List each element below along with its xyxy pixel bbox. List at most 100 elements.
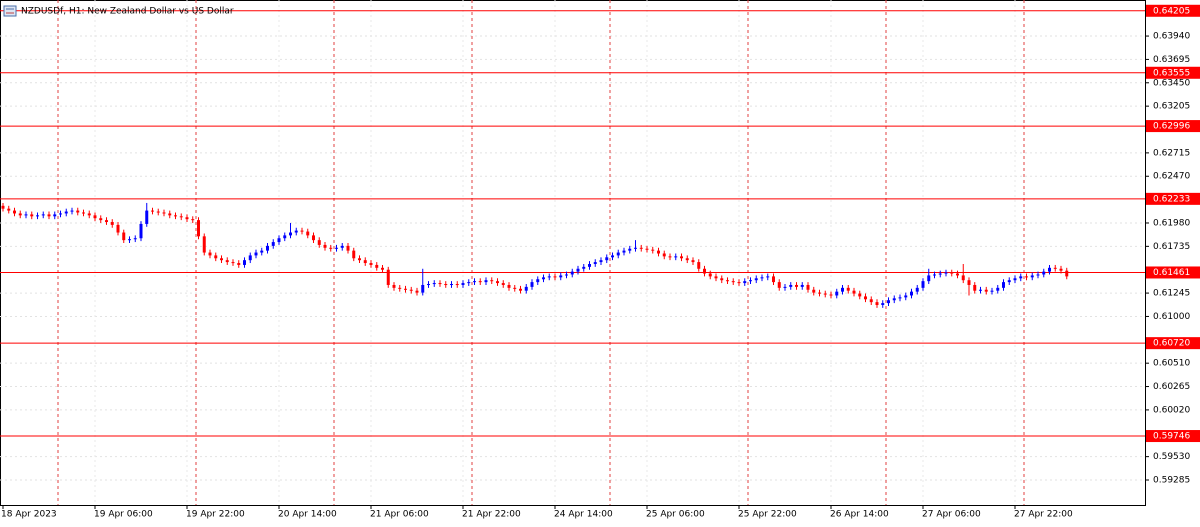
candle-body: [904, 295, 908, 298]
candle-body: [409, 289, 413, 291]
candle-body: [70, 210, 74, 212]
candle-body: [841, 287, 844, 292]
candle-body: [398, 287, 402, 289]
candle-body: [375, 264, 379, 268]
level-label: 0.62233: [1153, 194, 1190, 204]
candle-body: [156, 211, 160, 213]
candle-body: [128, 239, 131, 241]
candle-body: [82, 212, 85, 214]
candle-body: [369, 263, 373, 265]
candle-body: [697, 262, 701, 269]
y-tick-label: 0.62470: [1153, 172, 1190, 182]
candle-body: [231, 262, 235, 264]
candle-body: [392, 284, 396, 288]
candle-body: [961, 275, 965, 281]
candle-body: [30, 214, 34, 217]
candle-body: [795, 284, 798, 287]
candle-body: [674, 256, 678, 258]
candle-body: [484, 280, 488, 283]
candle-body: [944, 272, 948, 274]
candle-body: [950, 272, 954, 274]
candle-body: [116, 224, 120, 233]
candle-body: [956, 273, 959, 276]
x-tick-label: 18 Apr 2023: [1, 510, 57, 520]
candle-body: [254, 252, 258, 256]
level-label-box: [1146, 66, 1200, 79]
candle-body: [691, 260, 695, 263]
candle-body: [179, 216, 183, 218]
candle-body: [277, 238, 281, 243]
x-tick-label: 26 Apr 14:00: [830, 510, 889, 520]
candle-body: [191, 219, 195, 221]
candle-body: [133, 238, 137, 240]
candle-body: [363, 260, 367, 264]
candle-body: [197, 220, 200, 237]
candle-body: [927, 275, 931, 282]
candle-body: [24, 214, 28, 216]
candle-body: [933, 274, 936, 276]
candle-body: [864, 296, 867, 300]
candle-body: [99, 218, 103, 221]
candle-body: [105, 220, 108, 223]
candle-body: [938, 273, 942, 275]
candle-body: [1, 205, 5, 209]
y-tick-label: 0.60510: [1153, 359, 1190, 369]
candle-body: [145, 210, 149, 224]
x-tick-label: 21 Apr 22:00: [462, 510, 521, 520]
candle-body: [852, 290, 856, 294]
candle-body: [490, 280, 494, 282]
candle-body: [358, 258, 361, 261]
candle-body: [53, 214, 57, 217]
candle-body: [875, 302, 879, 306]
candle-body: [496, 281, 499, 284]
candle-body: [898, 297, 902, 299]
y-tick-label: 0.60020: [1153, 405, 1190, 415]
candle-body: [1007, 280, 1011, 283]
candle-body: [892, 298, 896, 301]
level-label: 0.61461: [1153, 268, 1190, 278]
candle-body: [973, 284, 977, 291]
candle-body: [76, 210, 80, 213]
x-tick-label: 25 Apr 22:00: [738, 510, 797, 520]
candle-body: [404, 288, 407, 290]
candle-body: [777, 282, 781, 288]
candle-body: [1013, 278, 1017, 281]
candle-body: [524, 286, 528, 291]
candle-body: [639, 247, 643, 249]
candle-body: [421, 284, 425, 293]
candle-body: [1048, 267, 1051, 272]
candle-body: [306, 231, 310, 236]
candle-body: [381, 267, 384, 270]
candle-body: [588, 263, 591, 267]
candle-body: [737, 282, 741, 284]
candle-body: [829, 294, 833, 296]
x-tick-label: 19 Apr 22:00: [186, 510, 245, 520]
x-tick-label: 27 Apr 06:00: [922, 510, 981, 520]
level-label-box: [1146, 120, 1200, 133]
candles: [1, 202, 1069, 308]
level-label: 0.63555: [1153, 68, 1190, 78]
candle-body: [87, 213, 91, 216]
y-tick-label: 0.59530: [1153, 452, 1190, 462]
candle-body: [628, 248, 632, 251]
candle-body: [1002, 282, 1005, 288]
candle-body: [921, 281, 925, 288]
level-label-box: [1146, 430, 1200, 443]
candle-body: [18, 213, 22, 216]
level-label: 0.59746: [1153, 432, 1190, 442]
day-separators: [57, 0, 1025, 505]
candle-body: [743, 281, 747, 284]
y-tick-label: 0.61735: [1153, 242, 1190, 252]
candle-body: [910, 291, 913, 296]
candle-body: [513, 287, 517, 289]
candle-body: [1036, 274, 1040, 276]
candle-body: [174, 215, 177, 217]
candle-body: [266, 245, 269, 251]
y-tick-label: 0.62715: [1153, 148, 1190, 158]
candle-body: [467, 282, 471, 284]
candle-body: [519, 288, 522, 291]
candle-body: [294, 230, 298, 233]
candle-body: [7, 208, 11, 211]
candle-body: [1042, 271, 1046, 275]
candle-body: [300, 230, 304, 232]
